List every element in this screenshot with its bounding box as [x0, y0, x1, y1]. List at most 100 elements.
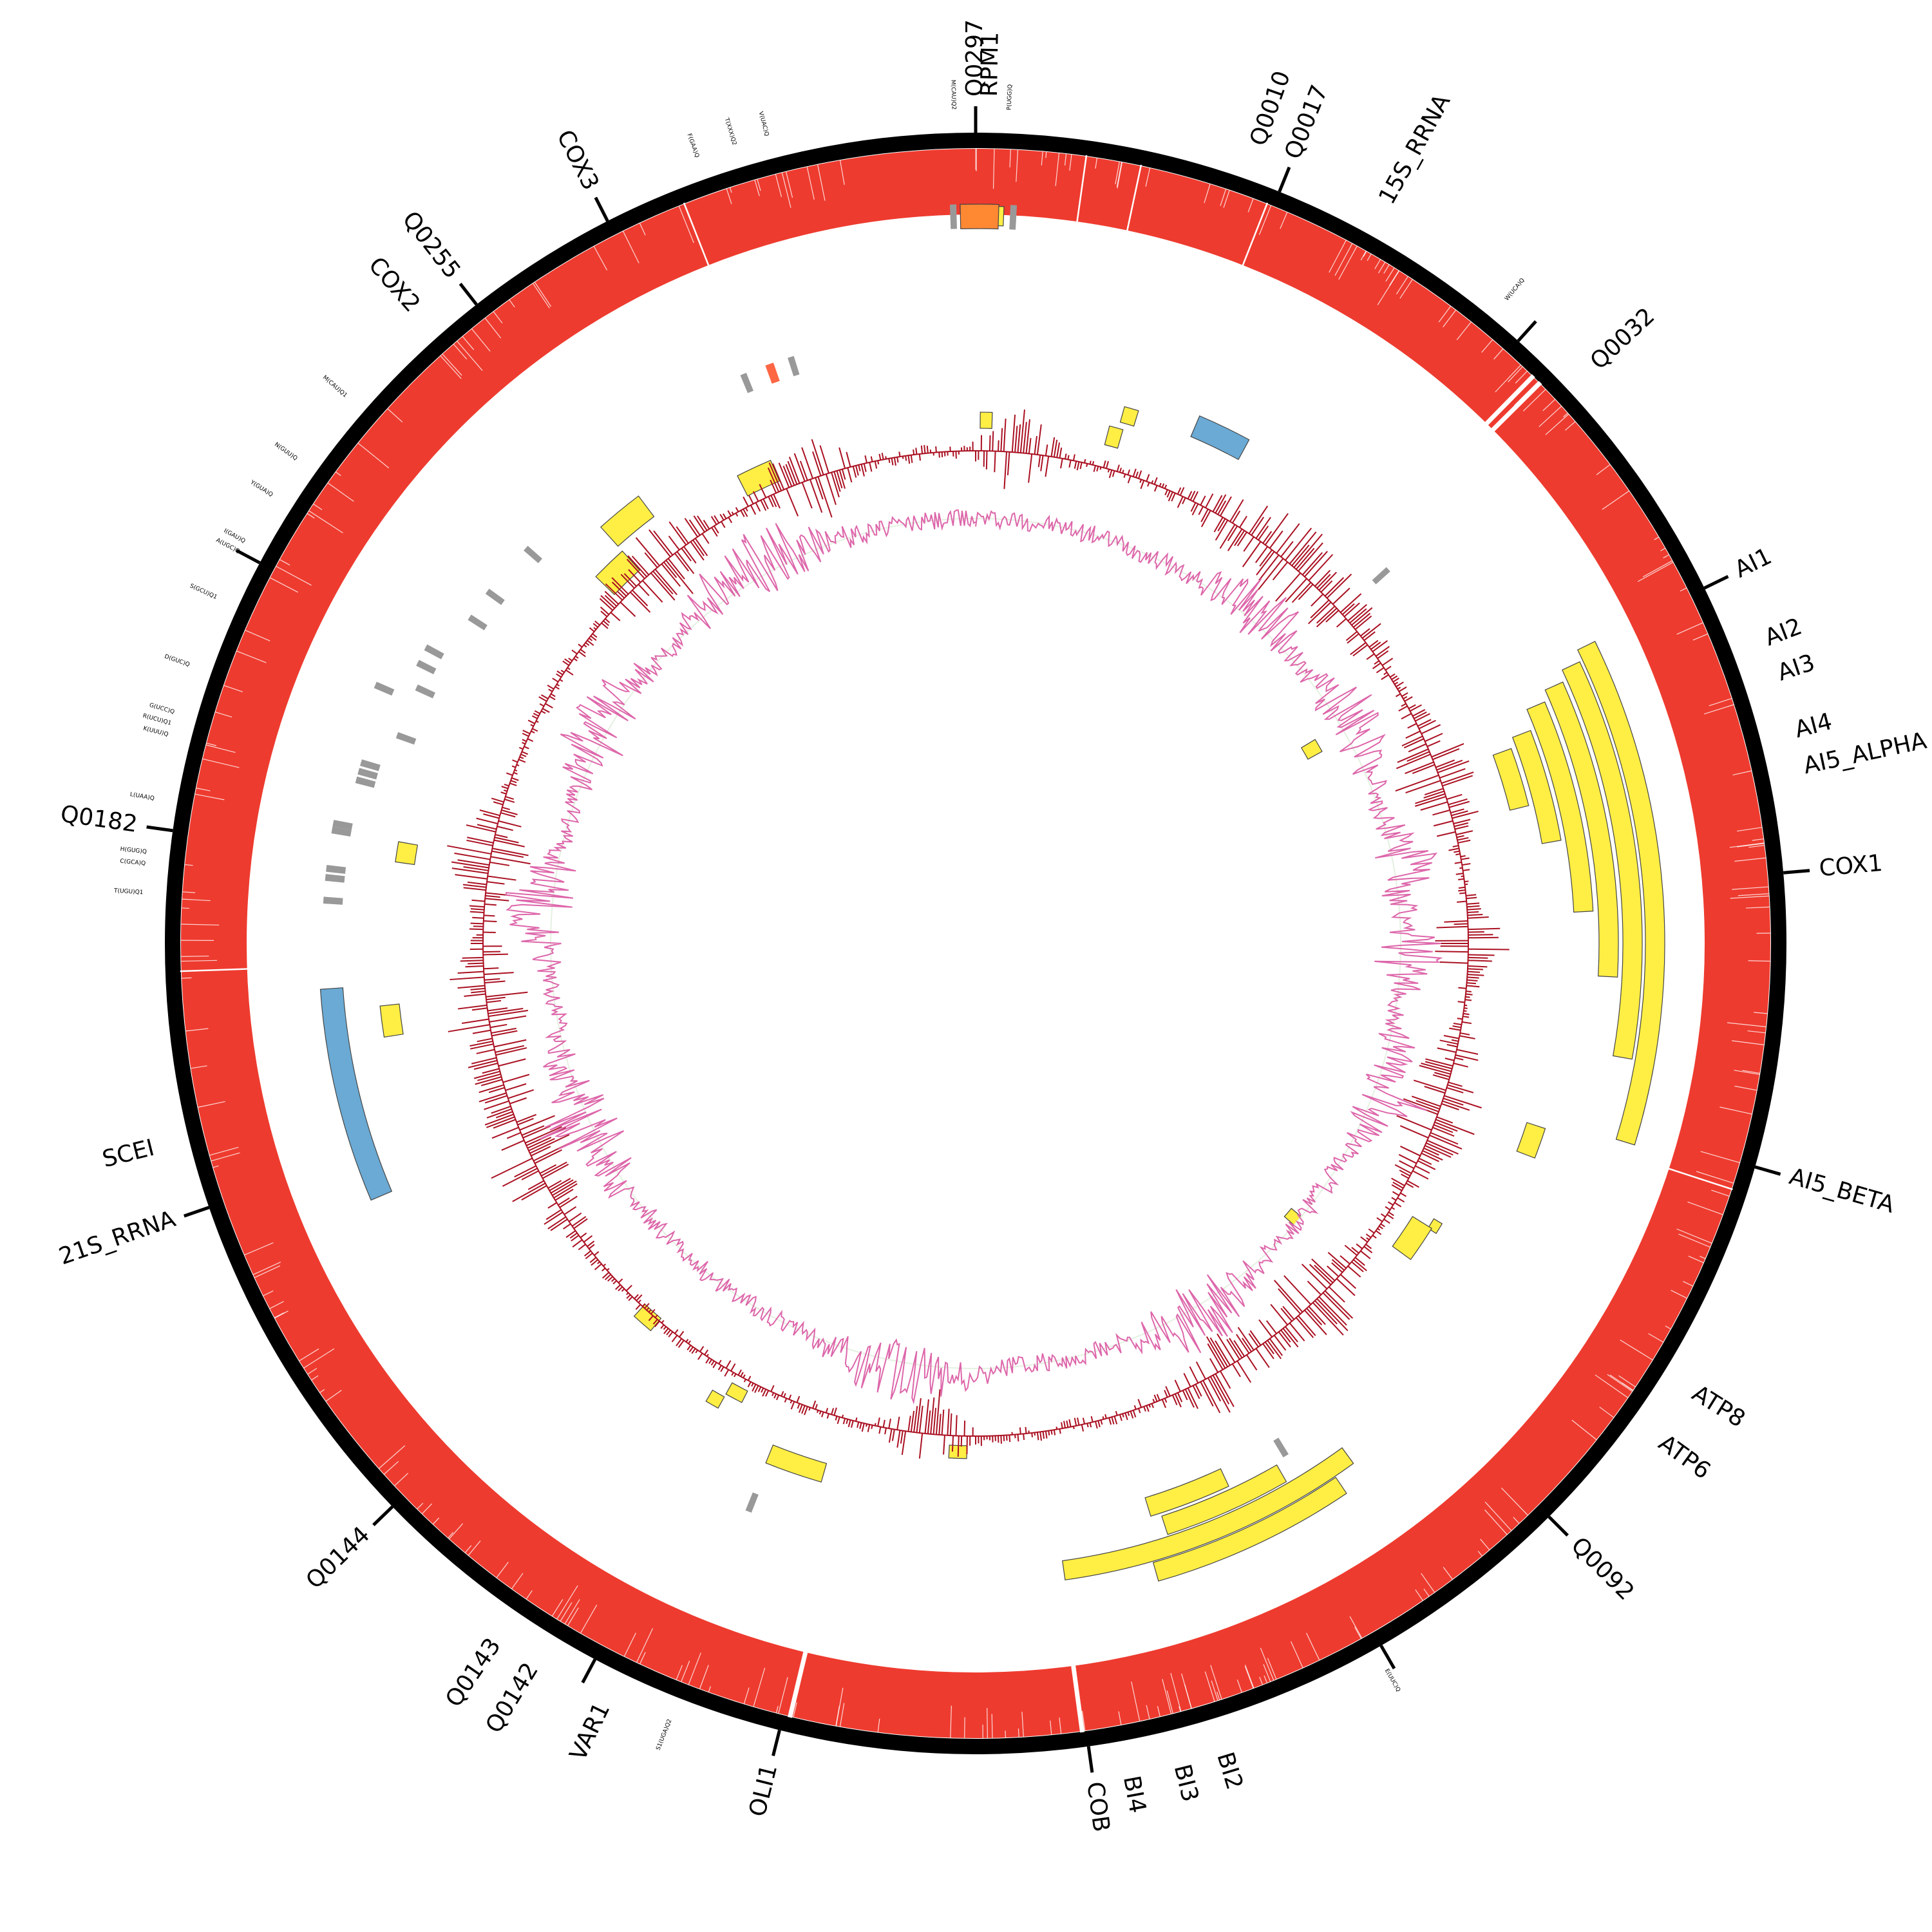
gc-sample: [488, 1086, 505, 1094]
gc-sample: [1212, 495, 1223, 513]
orf-feature: [1152, 1477, 1347, 1582]
trna-feature: [788, 355, 800, 377]
gc-sample: [467, 881, 487, 886]
gc-sample: [1398, 686, 1407, 692]
gc-sample: [486, 1108, 512, 1119]
gc-sample: [1451, 1039, 1459, 1042]
gc-sample: [1215, 1340, 1231, 1366]
coverage-dip: [1501, 1487, 1528, 1516]
coverage-dip: [1737, 827, 1762, 832]
gc-sample: [930, 1397, 935, 1434]
gc-sample: [1262, 1343, 1274, 1359]
gc-sample: [605, 618, 611, 623]
gc-sample: [1138, 470, 1142, 479]
gene-label: VAR1: [565, 1698, 615, 1765]
coverage-dip: [1396, 276, 1408, 295]
trna-label: K(UUU)Q: [142, 725, 169, 738]
gc-sample: [711, 527, 718, 537]
gc-sample: [498, 820, 522, 828]
gc-sample: [1454, 850, 1460, 853]
gc-sample: [580, 1232, 587, 1238]
trna-label: P(UGG)Q: [1007, 84, 1014, 110]
gc-sample: [731, 511, 734, 515]
gc-sample: [1318, 571, 1337, 591]
gc-sample: [1454, 1057, 1464, 1061]
gc-sample: [1351, 1261, 1364, 1273]
gc-skew-track: [505, 509, 1443, 1405]
gc-sample: [1380, 1213, 1386, 1218]
gene-label: Q0182: [59, 801, 138, 838]
coverage-dip: [1602, 490, 1629, 510]
gc-sample: [891, 1429, 895, 1441]
gc-sample: [1398, 1153, 1417, 1164]
gc-sample: [1408, 743, 1426, 753]
gc-sample: [1444, 1057, 1455, 1061]
coverage-dip: [1305, 1633, 1320, 1660]
gc-sample: [638, 583, 650, 596]
gc-sample: [457, 1004, 488, 1010]
gc-sample: [554, 1188, 574, 1201]
gc-sample: [1174, 1394, 1182, 1408]
gc-sample: [1014, 426, 1018, 453]
gc-sample: [469, 905, 485, 908]
gc-sample: [918, 1433, 923, 1459]
gc-sample: [1466, 894, 1477, 896]
coverage-dip: [279, 559, 290, 566]
gc-sample: [1282, 1305, 1295, 1320]
gc-sample: [833, 1407, 837, 1416]
gene-label: Q0255: [397, 207, 466, 284]
gc-sample: [1234, 530, 1245, 546]
gc-sample: [1316, 607, 1338, 628]
gc-sample: [1443, 1097, 1464, 1106]
coverage-dip: [223, 685, 243, 692]
coverage-dip: [1217, 1691, 1220, 1700]
gc-sample: [826, 1413, 829, 1419]
gc-sample: [1441, 772, 1474, 784]
gc-sample: [1414, 711, 1427, 719]
gc-sample: [542, 1164, 569, 1179]
gc-sample: [495, 1045, 525, 1053]
gc-sample: [1282, 1328, 1299, 1348]
coverage-dip: [1210, 1665, 1222, 1700]
gc-sample: [1439, 768, 1466, 779]
gc-sample: [1430, 1132, 1459, 1145]
gc-sample: [1293, 533, 1323, 568]
gc-sample: [743, 1379, 746, 1383]
orf-feature: [600, 495, 655, 547]
gene-label: Q0092: [1566, 1532, 1639, 1605]
coverage-dip: [1495, 365, 1521, 393]
gc-sample: [583, 1250, 591, 1257]
gc-sample: [752, 1384, 757, 1392]
coverage-dip: [639, 1652, 646, 1664]
gc-sample: [1096, 466, 1099, 472]
coverage-dip: [1383, 264, 1390, 274]
gc-sample: [588, 1244, 595, 1249]
gc-sample: [1068, 1419, 1072, 1427]
gc-sample: [477, 824, 497, 830]
gc-sample: [1400, 1146, 1421, 1157]
gc-sample: [852, 466, 857, 478]
gc-sample: [646, 1307, 650, 1311]
gc-sample: [1072, 454, 1075, 461]
gc-sample: [484, 980, 506, 984]
gc-sample: [1375, 1230, 1382, 1235]
gc-sample: [898, 451, 901, 457]
coverage-dip: [1131, 1681, 1141, 1721]
gc-sample: [1418, 1157, 1432, 1165]
gc-sample: [519, 756, 524, 759]
gc-sample: [457, 985, 485, 989]
gc-baseline: [482, 450, 1469, 1437]
gc-sample: [1431, 743, 1464, 758]
coverage-dip: [1374, 259, 1381, 269]
gc-sample: [476, 1048, 495, 1054]
gc-sample: [1391, 1197, 1397, 1201]
coverage-gap: [1667, 1168, 1733, 1191]
coverage-gap: [683, 202, 710, 267]
gc-sample: [783, 1393, 786, 1398]
gc-sample: [1376, 667, 1385, 674]
gc-sample: [1168, 491, 1173, 502]
gc-sample: [1143, 1406, 1146, 1412]
gc-sample: [468, 962, 484, 965]
coverage-dip: [274, 1311, 289, 1319]
gc-sample: [1360, 1250, 1371, 1260]
